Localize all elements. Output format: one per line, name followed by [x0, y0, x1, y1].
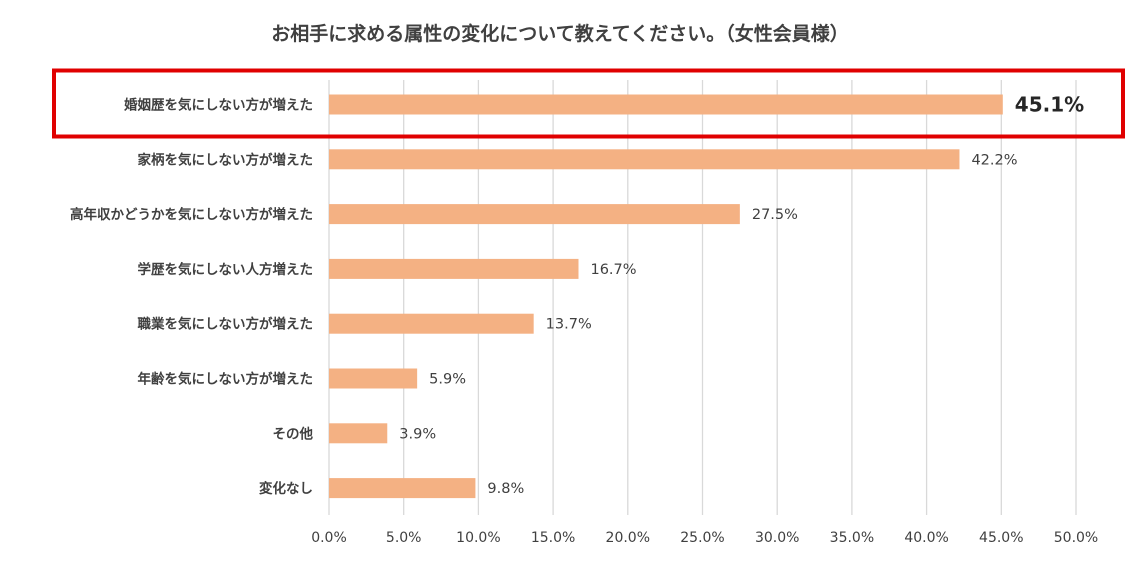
category-label: 職業を気にしない方が増えた	[138, 316, 314, 333]
value-label: 42.2%	[971, 152, 1017, 168]
value-labels: 45.1% 42.2% 27.5% 16.7% 13.7% 5.9% 3.9% 9.8%	[399, 93, 1084, 498]
category-label: その他	[273, 425, 314, 442]
x-tick-label: 20.0%	[606, 530, 650, 546]
x-tick-label: 0.0%	[311, 530, 347, 546]
x-tick-label: 50.0%	[1054, 530, 1098, 546]
bar	[329, 478, 476, 499]
highlight-rect	[52, 68, 1125, 139]
bar	[329, 423, 388, 444]
value-label: 45.1%	[1015, 93, 1084, 117]
bar	[329, 368, 418, 389]
x-tick-label: 45.0%	[979, 530, 1023, 546]
bar	[329, 313, 534, 334]
value-label: 5.9%	[429, 372, 466, 388]
x-tick-label: 5.0%	[386, 530, 422, 546]
category-label: 学歴を気にしない人方増えた	[138, 261, 314, 278]
value-label: 3.9%	[399, 426, 436, 442]
chart-title: お相手に求める属性の変化について教えてください。（女性会員様）	[271, 22, 848, 45]
bar	[329, 94, 1003, 115]
x-axis-tick-labels: 0.0% 5.0% 10.0% 15.0% 20.0% 25.0% 30.0% 35.0% 40…	[311, 530, 1098, 546]
category-label: 家柄を気にしない方が増えた	[138, 151, 314, 168]
value-label: 13.7%	[546, 317, 592, 333]
x-tick-label: 25.0%	[680, 530, 724, 546]
value-label: 16.7%	[590, 262, 636, 278]
category-label: 婚姻歴を気にしない方が増えた	[124, 97, 313, 114]
x-tick-label: 30.0%	[755, 530, 799, 546]
highlight-box	[52, 68, 1125, 139]
gridlines	[328, 80, 1077, 515]
category-label: 変化なし	[259, 480, 313, 497]
value-label: 27.5%	[752, 207, 798, 223]
value-label: 9.8%	[487, 481, 524, 497]
category-labels: 婚姻歴を気にしない方が増えた家柄を気にしない方が増えた高年収かどうかを気にしない…	[70, 97, 313, 498]
bar	[329, 204, 740, 225]
x-tick-label: 15.0%	[531, 530, 575, 546]
category-label: 年齢を気にしない方が増えた	[138, 371, 314, 388]
x-tick-label: 35.0%	[830, 530, 874, 546]
category-label: 高年収かどうかを気にしない方が増えた	[70, 206, 313, 223]
bar	[329, 258, 579, 279]
bars	[329, 94, 1003, 499]
bar	[329, 149, 960, 170]
x-tick-label: 10.0%	[456, 530, 500, 546]
x-tick-label: 40.0%	[904, 530, 948, 546]
